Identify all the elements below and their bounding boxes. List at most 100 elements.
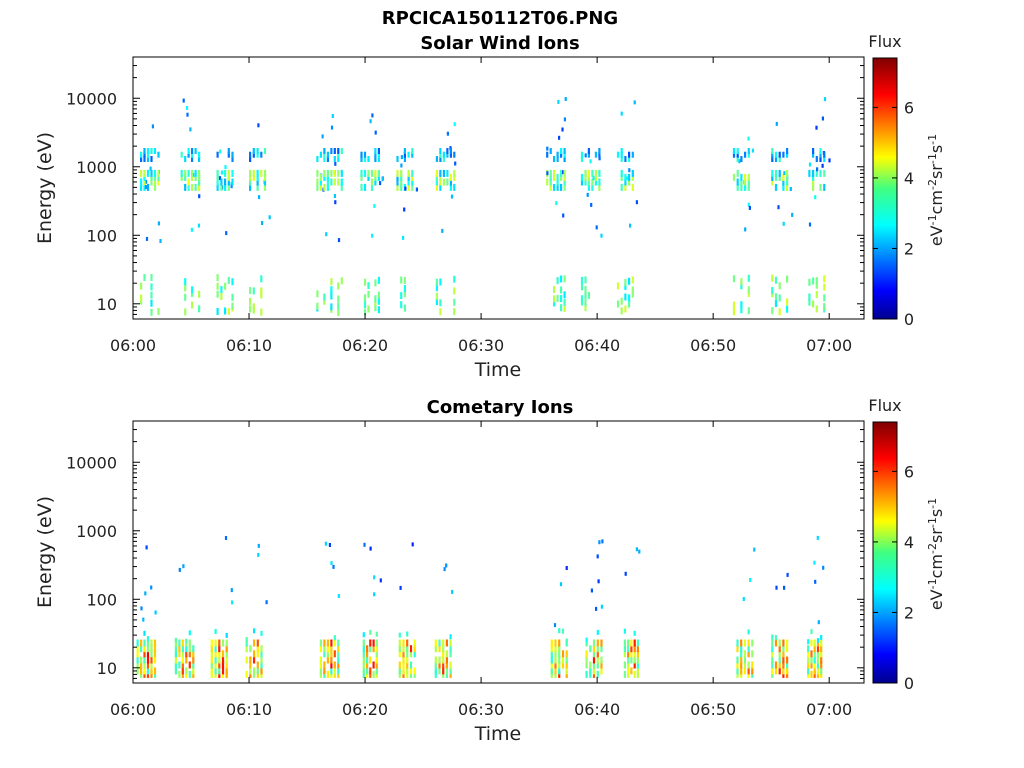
flux-cell [403, 304, 406, 312]
flux-cell [366, 667, 369, 675]
y-tick-label: 100 [86, 226, 117, 245]
flux-cell [225, 632, 228, 638]
flux-cell [221, 661, 225, 669]
flux-cell [411, 148, 414, 154]
flux-cell [403, 290, 406, 298]
flux-cell [821, 116, 824, 121]
flux-cell [337, 178, 340, 186]
flux-cell [249, 169, 252, 177]
flux-cell [743, 661, 746, 669]
flux-cell [592, 645, 596, 653]
flux-cell [325, 232, 328, 237]
flux-cell [406, 667, 409, 675]
flux-cell [330, 148, 333, 154]
colorbar-unit: eV-1cm-2sr-1s-1 [926, 134, 947, 246]
x-tick-label: 06:30 [458, 700, 504, 719]
flux-cell [406, 661, 409, 669]
panel-title-solar-wind: Solar Wind Ions [420, 33, 579, 54]
flux-cell [372, 670, 375, 678]
flux-cell [819, 169, 822, 177]
flux-cell [553, 623, 557, 628]
flux-cell [149, 166, 152, 171]
flux-cell [636, 667, 639, 675]
flux-cell [435, 298, 438, 306]
flux-cell [198, 183, 201, 191]
flux-cell [623, 628, 626, 634]
flux-cell [150, 169, 153, 177]
flux-cell [374, 178, 377, 186]
flux-cell [631, 169, 634, 177]
flux-cell [398, 650, 401, 658]
y-tick-label: 1000 [76, 522, 117, 541]
flux-cell [375, 645, 378, 653]
flux-cell [334, 161, 337, 166]
x-tick-label: 07:00 [806, 700, 852, 719]
flux-cell [136, 639, 139, 647]
flux-cell [194, 148, 197, 154]
flux-cell [362, 667, 365, 675]
flux-cell [823, 275, 826, 283]
flux-cell [449, 151, 452, 158]
x-tick-label: 06:10 [226, 700, 272, 719]
flux-cell [249, 667, 252, 675]
y-tick-label: 1000 [76, 158, 117, 177]
flux-cell [231, 293, 234, 301]
flux-cell [774, 151, 778, 158]
flux-cell [402, 661, 405, 669]
flux-cell [140, 156, 143, 162]
flux-cell [550, 667, 553, 675]
flux-cell [194, 183, 197, 191]
flux-cell [732, 275, 736, 283]
flux-cell [375, 661, 378, 669]
flux-cell [624, 173, 627, 181]
flux-cell [150, 299, 153, 307]
flux-cell [771, 151, 774, 158]
flux-cell [337, 169, 340, 177]
flux-cell [438, 661, 441, 669]
flux-cell [449, 639, 452, 647]
flux-cell [403, 156, 406, 162]
flux-cell [210, 650, 213, 658]
flux-cell [439, 169, 442, 177]
flux-cell [633, 645, 636, 653]
flux-cell [136, 667, 139, 675]
flux-cell [628, 277, 631, 285]
flux-cell [584, 173, 587, 181]
flux-cell [743, 639, 746, 647]
flux-cell [227, 307, 230, 315]
flux-cell [808, 222, 812, 227]
flux-cell [398, 639, 401, 647]
flux-cell [191, 286, 194, 294]
flux-cell [140, 178, 143, 186]
flux-cell [736, 183, 739, 191]
flux-cell [453, 183, 456, 191]
flux-cell [253, 650, 256, 658]
flux-cell [812, 178, 815, 186]
flux-cell [438, 645, 441, 653]
flux-cell [778, 650, 781, 658]
flux-cell [732, 148, 736, 154]
flux-cell [627, 639, 630, 647]
figure-title: RPCICA150112T06.PNG [382, 8, 618, 29]
flux-cell [180, 151, 183, 158]
flux-cell [323, 639, 326, 647]
flux-cell [363, 278, 367, 286]
flux-cell [620, 148, 623, 154]
flux-cell [396, 183, 399, 191]
flux-cell [744, 183, 747, 191]
flux-cell [446, 151, 449, 158]
flux-cell [360, 169, 363, 177]
flux-cell [157, 178, 160, 186]
x-tick-label: 06:20 [342, 700, 388, 719]
flux-cell [218, 639, 221, 647]
flux-cell [565, 661, 568, 669]
flux-cell [620, 173, 623, 181]
flux-cell [435, 169, 438, 177]
flux-cell [225, 650, 228, 658]
flux-cell [373, 204, 376, 208]
flux-cell [153, 148, 157, 154]
flux-cell [744, 227, 747, 232]
flux-cell [174, 637, 177, 643]
flux-cell [150, 650, 153, 658]
flux-cell [558, 667, 561, 675]
